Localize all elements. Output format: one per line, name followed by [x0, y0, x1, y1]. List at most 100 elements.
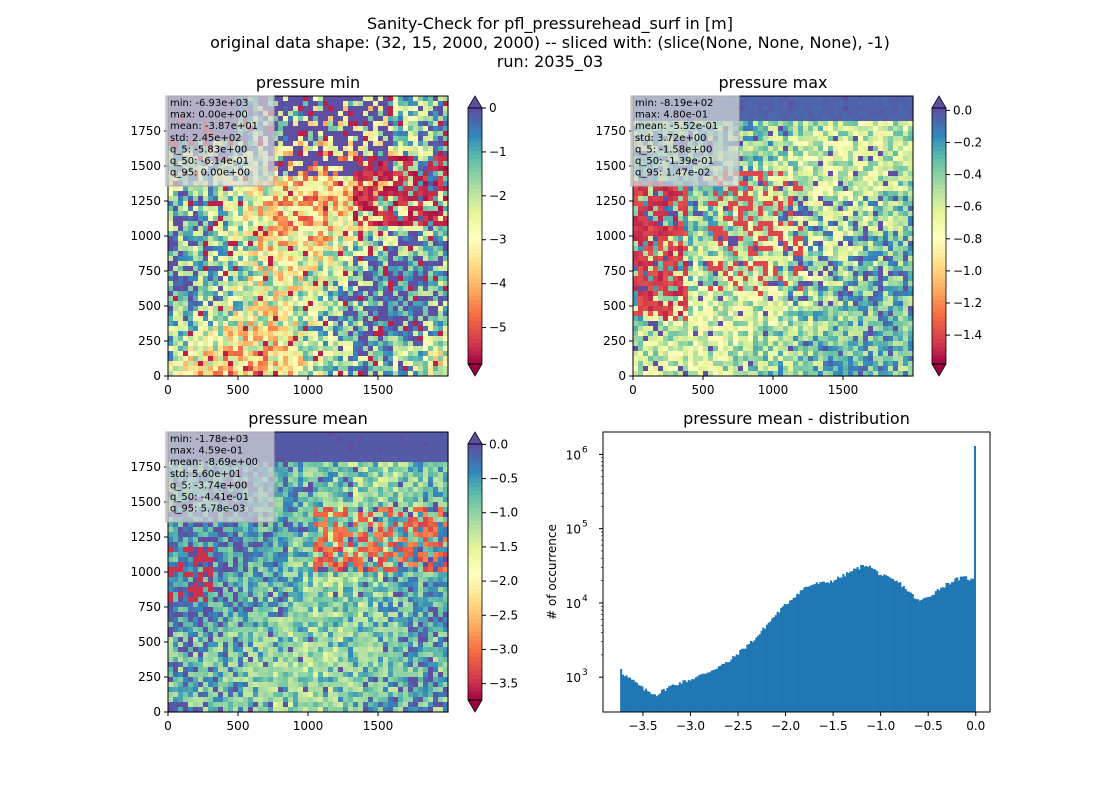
heatmap-cell	[188, 346, 194, 352]
colorbar-segment	[468, 146, 482, 152]
heatmap-cell	[723, 221, 729, 227]
heatmap-cell	[703, 241, 709, 247]
heatmap-cell	[238, 366, 244, 372]
heatmap-cell	[883, 166, 889, 172]
heatmap-cell	[348, 356, 354, 362]
heatmap-cell	[443, 96, 449, 102]
heatmap-cell	[338, 131, 344, 137]
heatmap-cell	[213, 256, 219, 262]
heatmap-cell	[388, 226, 394, 232]
heatmap-cell	[408, 356, 414, 362]
heatmap-cell	[833, 171, 839, 177]
heatmap-cell	[273, 276, 279, 282]
heatmap-cell	[813, 161, 819, 167]
heatmap-cell	[313, 161, 319, 167]
heatmap-cell	[193, 221, 199, 227]
heatmap-cell	[283, 306, 289, 312]
colorbar-segment	[468, 300, 482, 305]
heatmap-cell	[308, 326, 314, 332]
heatmap-cell	[753, 211, 759, 217]
heatmap-cell	[413, 111, 419, 117]
heatmap-cell	[808, 246, 814, 252]
heatmap-cell	[178, 276, 184, 282]
heatmap-cell	[208, 186, 214, 192]
heatmap-cell	[273, 331, 279, 337]
heatmap-cell	[833, 206, 839, 212]
heatmap-cell	[203, 201, 209, 207]
heatmap-cell	[813, 216, 819, 222]
heatmap-cell	[398, 276, 404, 282]
heatmap-cell	[223, 256, 229, 262]
heatmap-cell	[858, 146, 864, 152]
heatmap-cell	[438, 151, 444, 157]
heatmap-cell	[233, 366, 239, 372]
heatmap-cell	[813, 106, 819, 112]
heatmap-cell	[713, 241, 719, 247]
heatmap-cell	[848, 211, 854, 217]
heatmap-cell	[348, 161, 354, 167]
heatmap-cell	[773, 171, 779, 177]
heatmap-cell	[888, 226, 894, 232]
heatmap-cell	[188, 226, 194, 232]
heatmap-cell	[813, 231, 819, 237]
heatmap-cell	[173, 276, 179, 282]
heatmap-cell	[848, 231, 854, 237]
heatmap-cell	[358, 201, 364, 207]
heatmap-cell	[883, 196, 889, 202]
heatmap-cell	[363, 311, 369, 317]
heatmap-cell	[243, 296, 249, 302]
heatmap-cell	[328, 271, 334, 277]
heatmap-cell	[408, 231, 414, 237]
heatmap-cell	[323, 146, 329, 152]
heatmap-cell	[338, 341, 344, 347]
heatmap-cell	[893, 151, 899, 157]
heatmap-cell	[803, 166, 809, 172]
heatmap-cell	[673, 191, 679, 197]
heatmap-cell	[633, 201, 639, 207]
heatmap-cell	[373, 306, 379, 312]
heatmap-cell	[243, 361, 249, 367]
heatmap-cell	[168, 346, 174, 352]
heatmap-cell	[793, 236, 799, 242]
heatmap-cell	[388, 101, 394, 107]
heatmap-cell	[298, 266, 304, 272]
heatmap-cell	[248, 196, 254, 202]
heatmap-cell	[358, 226, 364, 232]
heatmap-cell	[778, 161, 784, 167]
heatmap-cell	[413, 221, 419, 227]
heatmap-cell	[318, 326, 324, 332]
heatmap-cell	[173, 356, 179, 362]
heatmap-cell	[318, 136, 324, 142]
heatmap-cell	[338, 306, 344, 312]
heatmap-cell	[763, 221, 769, 227]
heatmap-cell	[843, 231, 849, 237]
heatmap-cell	[273, 291, 279, 297]
heatmap-cell	[418, 121, 424, 127]
heatmap-cell	[733, 191, 739, 197]
heatmap-cell	[403, 251, 409, 257]
heatmap-cell	[658, 221, 664, 227]
heatmap-cell	[403, 121, 409, 127]
heatmap-cell	[758, 166, 764, 172]
heatmap-cell	[383, 196, 389, 202]
heatmap-cell	[383, 171, 389, 177]
heatmap-cell	[228, 211, 234, 217]
heatmap-cell	[178, 271, 184, 277]
heatmap-cell	[368, 341, 374, 347]
heatmap-cell	[418, 196, 424, 202]
heatmap-cell	[263, 286, 269, 292]
heatmap-cell	[418, 191, 424, 197]
heatmap-cell	[738, 101, 744, 107]
heatmap-cell	[288, 276, 294, 282]
heatmap-cell	[408, 271, 414, 277]
heatmap-cell	[423, 361, 429, 367]
heatmap-cell	[273, 241, 279, 247]
heatmap-cell	[428, 291, 434, 297]
heatmap-cell	[213, 216, 219, 222]
heatmap-cell	[293, 141, 299, 147]
heatmap-cell	[363, 216, 369, 222]
heatmap-cell	[298, 121, 304, 127]
heatmap-cell	[323, 196, 329, 202]
heatmap-cell	[193, 326, 199, 332]
heatmap-cell	[258, 346, 264, 352]
